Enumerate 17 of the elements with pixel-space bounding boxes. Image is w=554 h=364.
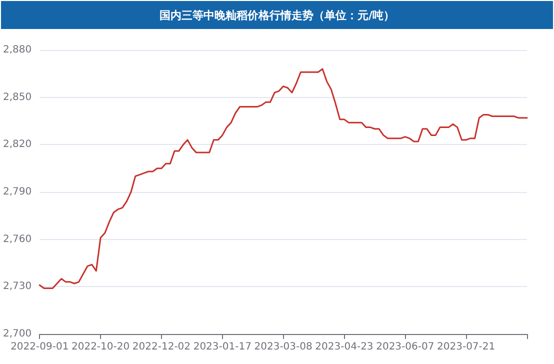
- line-series: [38, 68, 528, 289]
- y-tick-label: 2,730: [2, 281, 32, 292]
- y-tick-label: 2,880: [2, 44, 32, 56]
- x-tick-label: 2022-12-02: [132, 342, 191, 352]
- x-tick-label: 2023-07-21: [437, 342, 496, 352]
- y-tick-label: 2,760: [2, 234, 32, 245]
- y-tick-label: 2,820: [2, 139, 32, 150]
- x-tick-label: 2023-01-17: [193, 342, 252, 352]
- y-tick-label: 2,790: [2, 186, 32, 198]
- y-tick-label: 2,850: [2, 92, 32, 103]
- x-tick-label: 2022-09-01: [10, 342, 69, 352]
- y-tick-label: 2,700: [2, 328, 32, 340]
- x-tick-label: 2023-03-08: [254, 342, 312, 352]
- chart-title: 国内三等中晚籼稻价格行情走势（单位：元/吨）: [1, 1, 553, 29]
- x-tick-label: 2023-06-07: [376, 342, 434, 352]
- x-tick-label: 2023-04-23: [315, 342, 374, 352]
- x-tick-label: 2022-10-20: [71, 342, 130, 352]
